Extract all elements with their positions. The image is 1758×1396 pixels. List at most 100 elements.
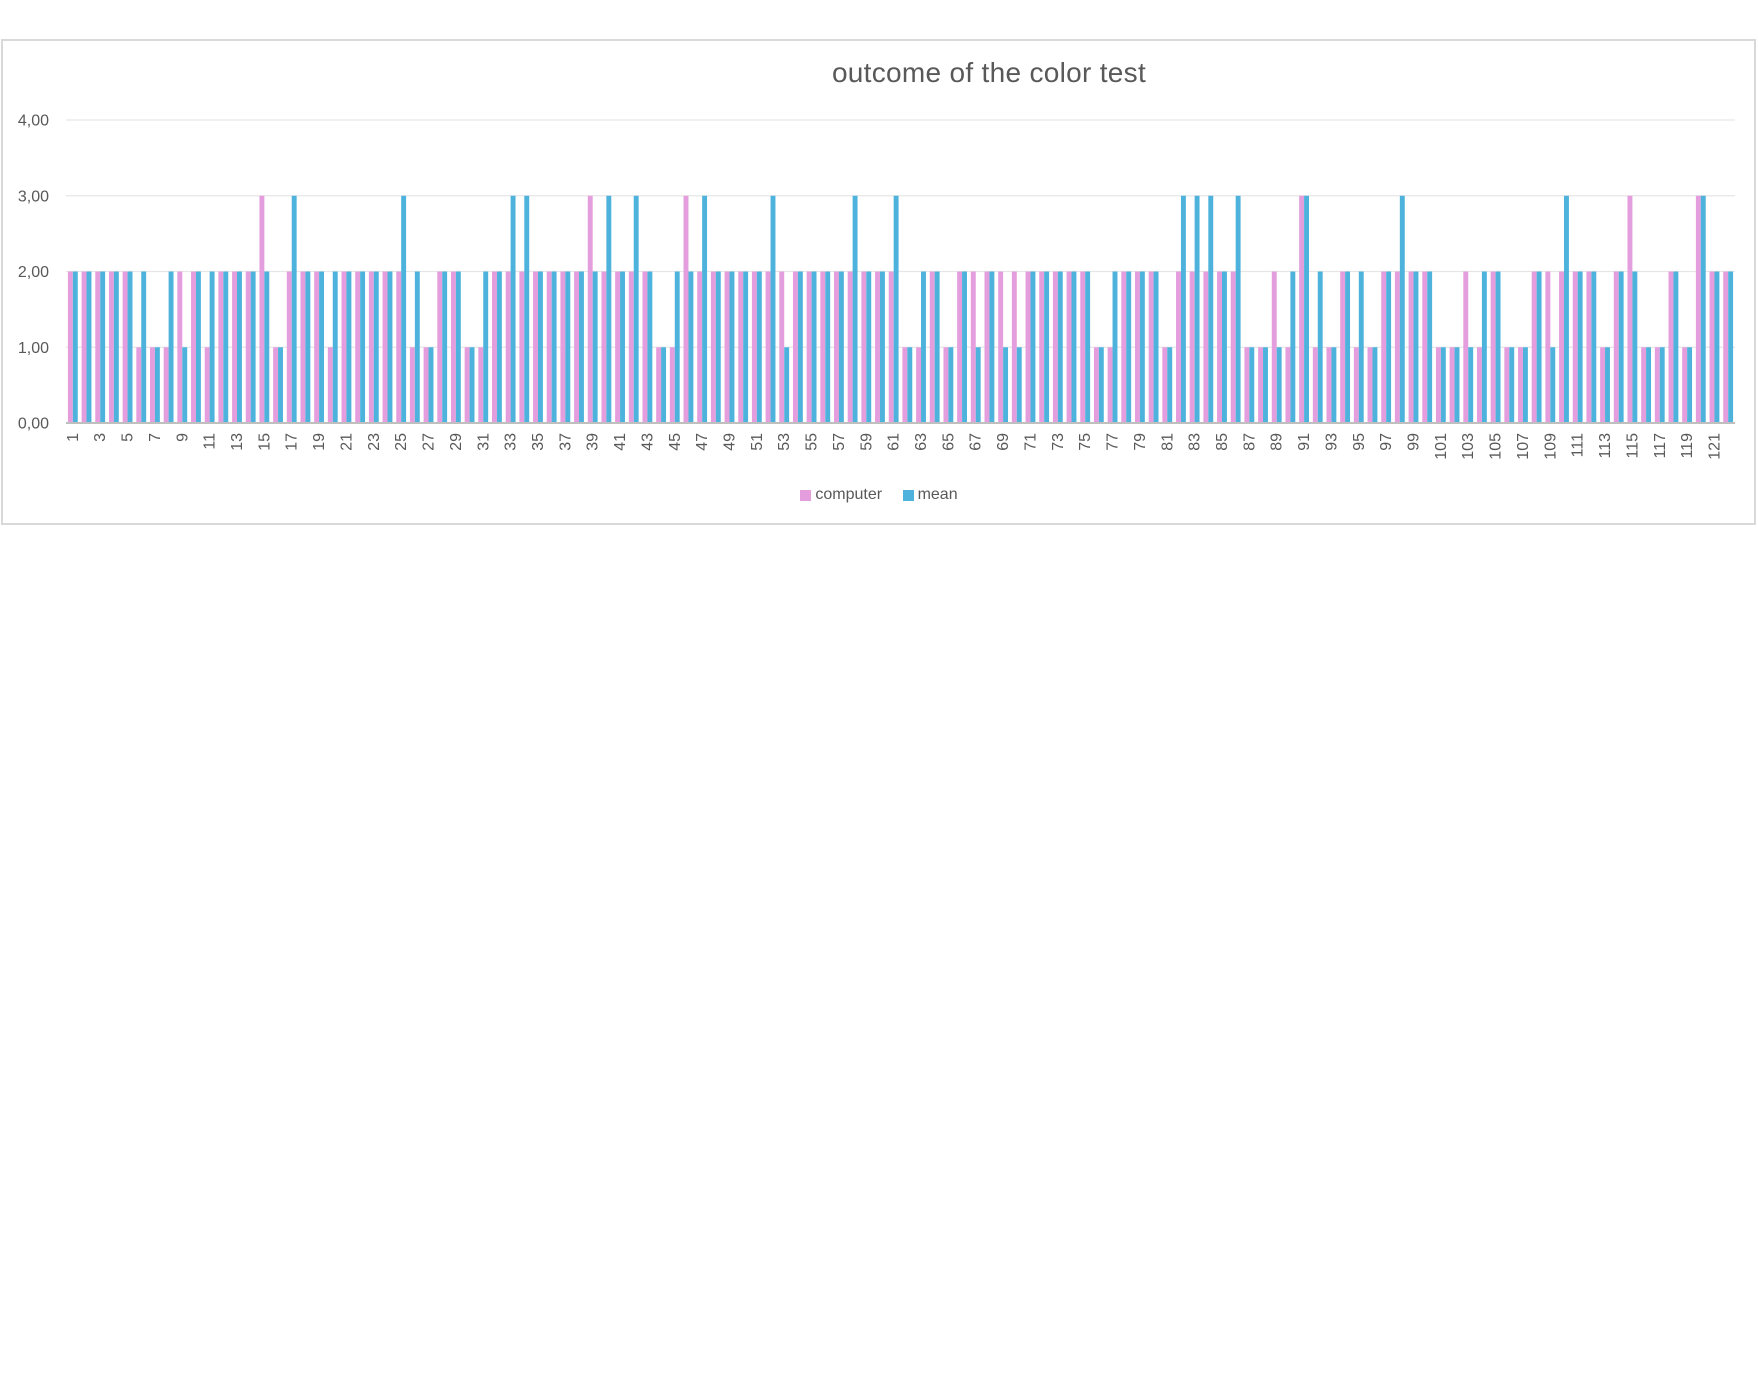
x-tick-label: 113 bbox=[1597, 433, 1614, 459]
bar-mean bbox=[510, 195, 516, 423]
bar-mean bbox=[305, 271, 311, 423]
bar-computer bbox=[1312, 347, 1318, 423]
bar-mean bbox=[537, 271, 543, 423]
bar-computer bbox=[1340, 271, 1346, 423]
x-tick-label: 107 bbox=[1515, 433, 1532, 460]
bar-mean bbox=[387, 271, 393, 423]
bar-computer bbox=[751, 271, 757, 423]
bar-computer bbox=[1326, 347, 1332, 423]
bar-mean bbox=[729, 271, 735, 423]
bar-computer bbox=[1394, 271, 1400, 423]
bar-mean bbox=[1167, 347, 1173, 423]
bar-mean bbox=[1235, 195, 1241, 423]
bar-mean bbox=[756, 271, 762, 423]
bar-mean bbox=[1454, 347, 1460, 423]
bar-computer bbox=[888, 271, 894, 423]
x-tick-label: 7 bbox=[147, 433, 164, 442]
bar-mean bbox=[1495, 271, 1501, 423]
bar-mean bbox=[182, 347, 188, 423]
bar-computer bbox=[1052, 271, 1058, 423]
x-tick-label: 35 bbox=[530, 433, 547, 451]
bar-computer bbox=[437, 271, 443, 423]
bar-mean bbox=[1577, 271, 1583, 423]
bar-computer bbox=[1613, 271, 1619, 423]
bar-computer bbox=[1258, 347, 1264, 423]
bar-computer bbox=[1490, 271, 1496, 423]
legend-swatch-mean bbox=[902, 489, 914, 501]
bar-mean bbox=[1016, 347, 1022, 423]
bar-mean bbox=[86, 271, 92, 423]
bar-mean bbox=[1221, 271, 1227, 423]
bar-mean bbox=[1071, 271, 1077, 423]
y-tick-label: 2,00 bbox=[18, 264, 49, 281]
bar-computer bbox=[779, 271, 785, 423]
bar-mean bbox=[195, 271, 201, 423]
x-tick-label: 119 bbox=[1679, 433, 1696, 459]
x-tick-label: 111 bbox=[1570, 433, 1587, 457]
x-tick-label: 65 bbox=[940, 433, 957, 451]
bar-computer bbox=[1709, 271, 1715, 423]
bar-computer bbox=[628, 271, 634, 423]
x-tick-label: 33 bbox=[503, 433, 520, 451]
bar-computer bbox=[1011, 271, 1017, 423]
bar-computer bbox=[1367, 347, 1373, 423]
bar-mean bbox=[825, 271, 831, 423]
bar-mean bbox=[1358, 271, 1364, 423]
bar-mean bbox=[1112, 271, 1118, 423]
bar-mean bbox=[579, 271, 584, 423]
bar-computer bbox=[560, 271, 566, 423]
bar-mean bbox=[428, 347, 434, 423]
bar-mean bbox=[237, 271, 242, 423]
x-tick-label: 25 bbox=[393, 433, 410, 451]
y-tick-label: 0,00 bbox=[18, 416, 49, 433]
bar-computer bbox=[1093, 347, 1099, 423]
bar-computer bbox=[286, 271, 292, 423]
y-axis-labels: 0,00 1,00 2,00 3,00 4,00 bbox=[18, 113, 49, 433]
bar-computer bbox=[1463, 271, 1469, 423]
bar-computer bbox=[327, 347, 333, 423]
x-tick-label: 45 bbox=[667, 433, 684, 451]
bar-mean bbox=[715, 271, 721, 423]
x-tick-label: 69 bbox=[995, 433, 1012, 451]
x-tick-label: 37 bbox=[557, 433, 574, 451]
bar-computer bbox=[122, 271, 128, 423]
x-tick-label: 97 bbox=[1378, 433, 1395, 451]
bar-computer bbox=[478, 347, 484, 423]
bar-mean bbox=[1413, 271, 1419, 423]
bar-mean bbox=[702, 195, 708, 423]
bar-mean bbox=[1126, 271, 1132, 423]
plot-area: 0,001,002,003,004,00 1 3 5 7 9 11 13 15 17 19 21 23… bbox=[18, 113, 1735, 460]
bar-computer bbox=[1668, 271, 1674, 423]
bar-computer bbox=[1148, 271, 1154, 423]
bar-mean bbox=[1290, 271, 1296, 423]
bar-mean bbox=[1139, 271, 1145, 423]
bar-mean bbox=[113, 271, 119, 423]
x-tick-label: 29 bbox=[448, 433, 465, 451]
bar-computer bbox=[970, 271, 976, 423]
bar-mean bbox=[1728, 271, 1734, 423]
bar-computer bbox=[1408, 271, 1414, 423]
bar-mean bbox=[1098, 347, 1104, 423]
bar-computer bbox=[232, 271, 238, 423]
bar-mean bbox=[1659, 347, 1665, 423]
bar-mean bbox=[168, 271, 174, 423]
bar-mean bbox=[606, 195, 612, 423]
bar-computer bbox=[1600, 347, 1606, 423]
bar-mean bbox=[1509, 347, 1515, 423]
bar-mean bbox=[1700, 195, 1706, 423]
bar-mean bbox=[1304, 195, 1309, 423]
bar-computer bbox=[519, 271, 525, 423]
bar-computer bbox=[875, 271, 880, 423]
bar-computer bbox=[1682, 347, 1688, 423]
legend-item-mean: mean bbox=[902, 486, 958, 504]
bar-mean bbox=[565, 271, 571, 423]
bar-mean bbox=[797, 271, 803, 423]
bar-computer bbox=[1627, 195, 1633, 423]
x-tick-label: 21 bbox=[338, 433, 355, 451]
bar-computer bbox=[95, 271, 101, 423]
x-tick-label: 93 bbox=[1323, 433, 1340, 451]
x-tick-label: 117 bbox=[1652, 433, 1669, 459]
bar-computer bbox=[1504, 347, 1510, 423]
bar-computer bbox=[1586, 271, 1592, 423]
bar-computer bbox=[464, 347, 470, 423]
